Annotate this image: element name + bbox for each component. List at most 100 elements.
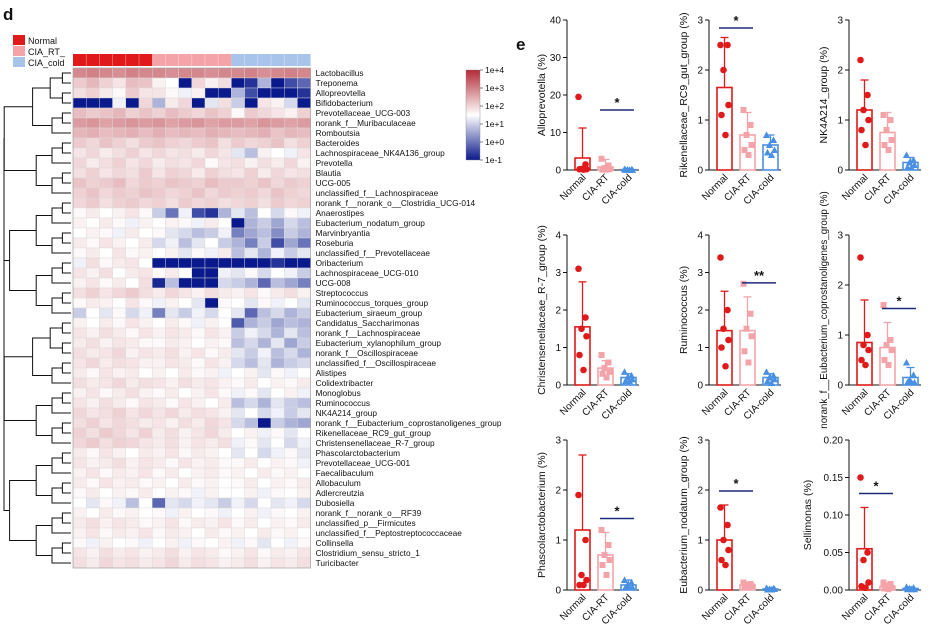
heatmap-cell [151,537,166,549]
bar [716,86,733,171]
heatmap-cell [244,557,259,569]
dendrogram-branch [9,480,37,541]
heatmap-cell [231,377,245,389]
heatmap-cell [217,287,232,299]
heatmap-cell [165,437,179,449]
bar-chart-panel: 0 1 2 3 norank_f__Eubacterium_coprostanolige… [819,191,921,429]
heatmap-cell [178,387,193,399]
heatmap-cell [85,77,100,89]
heatmap-cell [270,247,285,259]
heatmap-cell [72,537,87,549]
heatmap-cell [297,147,311,159]
heatmap-cell [178,257,193,269]
heatmap-cell [257,557,272,569]
heatmap-cell [204,277,219,289]
heatmap-cell [204,337,219,349]
heatmap-cell [85,537,100,549]
dendrogram-branch [61,422,71,434]
heatmap-cell [270,97,285,109]
heatmap-cell [151,97,166,109]
heatmap-cell [217,217,232,229]
data-point [743,325,750,332]
heatmap-cell [72,277,87,289]
heatmap-cell [297,547,311,559]
heatmap-cell [125,537,140,549]
dendrogram-branch [51,427,71,444]
heatmap-cell [72,357,87,369]
heatmap-cell [270,357,285,369]
heatmap-cell [72,527,87,539]
heatmap-cell [191,137,206,149]
y-axis-label: Phascolarctobacterium (%) [536,452,548,578]
dendrogram-branch [61,142,71,154]
heatmap-cell [231,177,245,189]
y-tick-label: 2 [837,281,843,292]
heatmap-cell [257,307,272,319]
data-point [583,576,590,584]
heatmap-cell [72,547,87,559]
heatmap-cell [112,167,126,179]
heatmap-cell [284,167,298,179]
dendrogram-branch [35,525,52,556]
heatmap-cell [99,257,113,269]
heatmap-cell [151,507,166,519]
heatmap-cell [151,187,166,199]
heatmap-cell [85,157,100,169]
heatmap-cell [125,277,140,289]
heatmap-row-label: norank_f__norank_o__RF39 [316,508,422,518]
heatmap-cell [244,407,259,419]
heatmap-cell [231,437,245,449]
dendrogram-branch [51,397,71,414]
heatmap-cell [191,447,206,459]
heatmap-cell [244,207,259,219]
heatmap-cell [165,507,179,519]
dendrogram-branch [3,106,37,171]
data-point [718,556,725,564]
heatmap-cell [231,157,245,169]
heatmap-cell [85,417,100,429]
heatmap-cell [284,347,298,359]
y-axis-label: Sellimonas (%) [802,480,814,551]
heatmap-cell [191,157,206,169]
heatmap-cell [297,537,311,549]
heatmap-cell [125,317,140,329]
heatmap-cell [178,557,193,569]
heatmap-cell [244,427,259,439]
heatmap-cell [138,517,153,529]
heatmap-cell [297,507,311,519]
group-legend-swatch [13,57,25,67]
heatmap-cell [72,507,87,519]
heatmap-cell [191,197,206,209]
heatmap-cell [244,177,259,189]
heatmap-cell [231,257,245,269]
data-point [575,265,582,273]
heatmap-cell [125,367,140,379]
heatmap-cell [85,367,100,379]
heatmap-cell [191,167,206,179]
heatmap-cell [138,167,153,179]
heatmap-cell [85,427,100,439]
heatmap-cell [270,307,285,319]
heatmap-cell [191,397,206,409]
heatmap-cell [191,247,206,259]
data-point [620,368,629,375]
dendrogram-branch [51,457,71,474]
heatmap-cell [257,507,272,519]
data-point [883,342,890,348]
heatmap-cell [191,347,206,359]
heatmap-cell [257,127,272,139]
heatmap-cell [151,107,166,119]
data-point [907,163,916,171]
heatmap-cell [72,217,87,229]
heatmap-cell [244,127,259,139]
heatmap-cell [138,187,153,199]
heatmap-cell [85,87,100,99]
heatmap-cell [191,427,206,439]
data-point [858,356,865,364]
heatmap-cell [284,407,298,419]
heatmap-cell [165,477,179,489]
heatmap-cell [178,107,193,119]
heatmap-cell [125,287,140,299]
heatmap-cell [99,127,113,139]
heatmap-cell [297,297,311,309]
